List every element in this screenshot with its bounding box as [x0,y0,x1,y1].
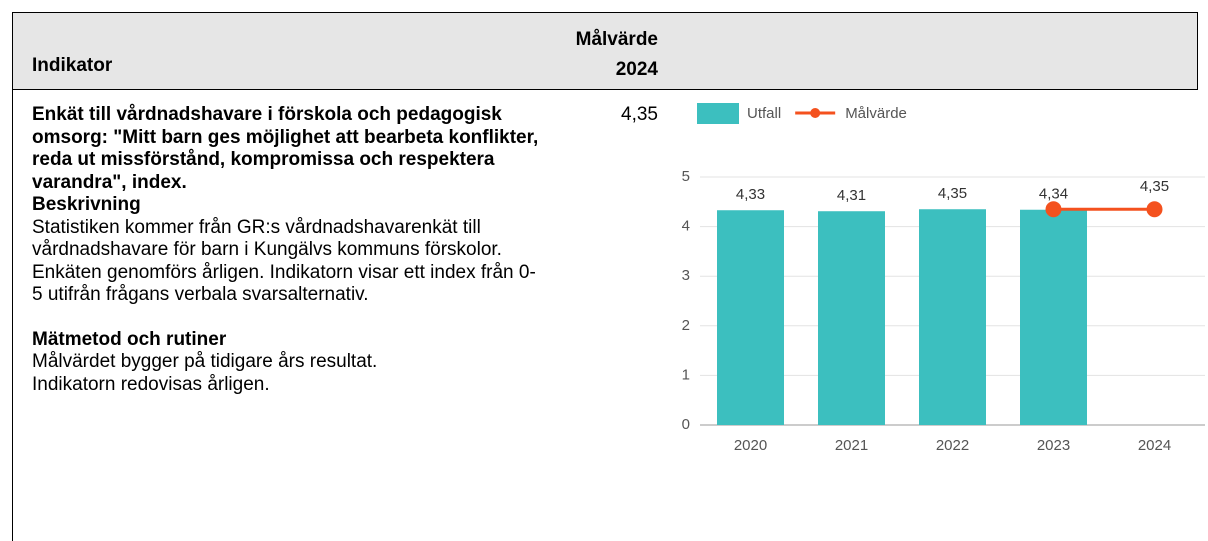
bar [818,211,885,425]
header-target: Målvärde 2024 [575,29,658,80]
line-point [1146,201,1163,218]
description-heading: Beskrivning [32,194,141,215]
table-border [12,90,13,541]
legend-label: Utfall [747,105,781,122]
bar [919,209,986,425]
data-label: 4,35 [938,185,967,202]
method-line: Indikatorn redovisas årligen. [32,373,270,395]
x-tick-label: 2024 [1138,437,1171,454]
y-tick-label: 5 [682,168,690,185]
header-indicator: Indikator [32,55,113,76]
y-tick-label: 0 [682,416,690,433]
description: Statistiken kommer från GR:s vårdnadshav… [32,216,536,306]
legend-swatch [697,103,739,124]
y-tick-label: 4 [682,218,690,235]
indicator-cell: Enkät till vårdnadshavare i förskola och… [32,104,542,396]
data-label: 4,35 [1140,178,1169,195]
legend-label: Målvärde [845,105,907,122]
method-line: Målvärdet bygger på tidigare års resulta… [32,351,378,372]
y-tick-label: 1 [682,366,690,383]
x-tick-label: 2020 [734,437,767,454]
legend-swatch [810,108,821,118]
data-label: 4,33 [736,186,765,203]
table-header [12,12,1198,90]
indicator-title: Enkät till vårdnadshavare i förskola och… [32,104,539,193]
y-tick-label: 2 [682,317,690,334]
x-tick-label: 2023 [1037,437,1070,454]
method-heading: Mätmetod och rutiner [32,328,227,350]
data-label: 4,31 [837,187,866,204]
x-tick-label: 2022 [936,437,969,454]
x-tick-label: 2021 [835,437,868,454]
bar [1020,209,1087,425]
bar [717,210,784,425]
y-tick-label: 3 [682,267,690,284]
line-point [1045,201,1062,218]
data-label: 4,34 [1039,186,1068,203]
target-value: 4,35 [621,104,658,125]
